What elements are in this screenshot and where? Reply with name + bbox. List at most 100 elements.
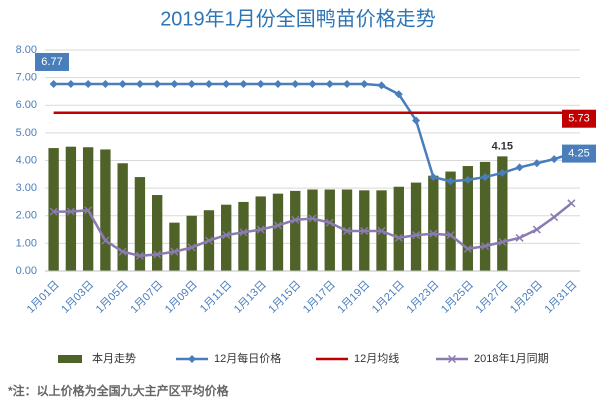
point: [170, 79, 179, 88]
x-tick-label: 1月09日: [163, 279, 200, 316]
point: [550, 213, 559, 222]
bar: [428, 175, 439, 271]
y-tick-label: 3.00: [16, 182, 37, 194]
point: [170, 247, 179, 256]
point: [481, 242, 490, 251]
point: [153, 79, 162, 88]
legend-label: 12月均线: [354, 351, 399, 365]
point: [481, 173, 490, 182]
bar: [445, 171, 456, 271]
point: [153, 250, 162, 259]
y-tick-label: 8.00: [16, 44, 37, 56]
bar: [65, 146, 77, 271]
point: [343, 79, 352, 88]
x-tick-label: 1月07日: [128, 279, 165, 316]
bar: [152, 195, 163, 271]
point: [66, 207, 75, 216]
point: [498, 168, 507, 177]
point: [118, 247, 127, 256]
legend-label: 12月每日价格: [214, 351, 281, 365]
bar: [117, 163, 128, 271]
y-tick-label: 2.00: [16, 210, 37, 222]
point: [463, 244, 472, 253]
x-tick-label: 1月15日: [266, 279, 303, 316]
point: [429, 229, 438, 238]
point: [446, 177, 455, 186]
point: [412, 231, 421, 240]
bar: [272, 193, 284, 271]
bar: [479, 161, 491, 271]
bar: [324, 189, 335, 271]
point: [84, 79, 93, 88]
point: [463, 175, 472, 184]
y-tick-label: 7.00: [16, 72, 37, 84]
point: [222, 231, 231, 240]
point: [256, 225, 265, 234]
bar: [48, 148, 59, 271]
point: [550, 155, 559, 164]
point: [66, 79, 75, 88]
point: [447, 354, 457, 364]
point: [135, 251, 144, 260]
point: [325, 79, 334, 88]
x-tick-label: 1月23日: [404, 279, 441, 316]
point: [394, 90, 403, 99]
x-tick-label: 1月25日: [439, 279, 476, 316]
y-tick-label: 4.00: [16, 154, 37, 166]
point: [446, 231, 455, 240]
point: [256, 79, 265, 88]
point: [291, 215, 300, 224]
point: [187, 79, 196, 88]
y-tick-label: 5.00: [16, 127, 37, 139]
point: [273, 79, 282, 88]
point: [498, 237, 507, 247]
bar: [169, 222, 180, 271]
point: [273, 221, 283, 230]
point: [84, 206, 93, 215]
bar: [221, 204, 232, 271]
bar: [497, 156, 508, 271]
point: [222, 79, 231, 88]
bar: [255, 196, 266, 271]
point: [49, 207, 58, 216]
label-box: [562, 109, 596, 128]
point: [532, 159, 541, 168]
x-tick-label: 1月27日: [473, 279, 510, 316]
bar: [134, 177, 146, 271]
point: [360, 79, 369, 88]
x-tick-label: 1月31日: [543, 279, 580, 316]
y-tick-label: 0.00: [16, 265, 37, 277]
point: [118, 79, 127, 88]
x-tick-label: 1月05日: [94, 279, 131, 316]
x-tick-label: 1月17日: [301, 279, 338, 316]
point: [308, 214, 317, 223]
label-box: [562, 144, 596, 163]
footnote: *注：以上价格为全国九大主产区平均价格: [8, 383, 230, 398]
bar: [410, 182, 422, 271]
point: [532, 225, 541, 234]
legend-swatch: [58, 355, 82, 363]
point: [49, 79, 58, 88]
x-tick-label: 1月21日: [370, 279, 407, 316]
y-tick-label: 1.00: [16, 237, 37, 249]
point: [394, 233, 403, 242]
label-box: [35, 52, 69, 71]
point: [360, 226, 369, 235]
bar: [290, 190, 301, 271]
bar: [393, 186, 404, 271]
data-label: 6.77: [41, 56, 62, 68]
point: [101, 79, 110, 88]
x-tick-label: 1月11日: [198, 279, 234, 315]
point: [204, 79, 213, 88]
data-label: 5.73: [568, 113, 589, 125]
point: [325, 218, 334, 227]
point: [101, 236, 110, 245]
point: [342, 226, 352, 235]
bar: [186, 215, 197, 271]
bar: [462, 166, 473, 271]
chart-title: 2019年1月份全国鸭苗价格走势: [160, 7, 436, 30]
data-label: 4.25: [568, 148, 589, 160]
point: [188, 355, 196, 363]
legend-label: 本月走势: [92, 351, 136, 365]
point: [308, 79, 317, 88]
